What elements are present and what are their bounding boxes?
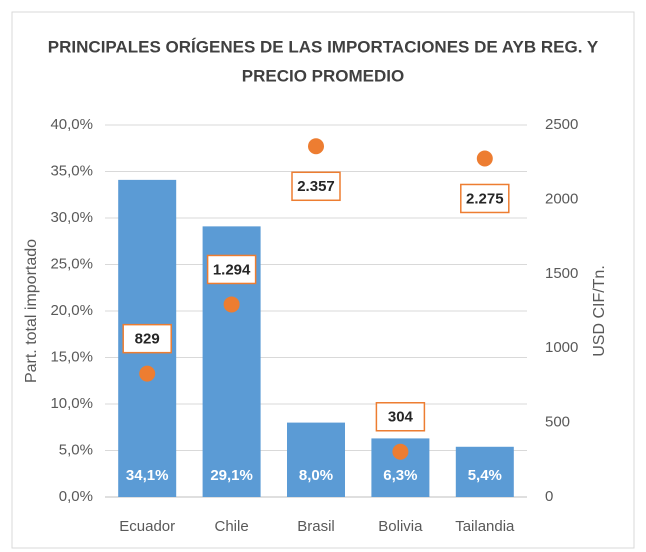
y-tick-label: 0,0% — [59, 488, 93, 505]
bar-value-label: 6,3% — [383, 467, 417, 484]
bar-value-label: 5,4% — [468, 467, 502, 484]
point-value-label: 829 — [135, 331, 160, 348]
y2-tick-label: 0 — [545, 488, 553, 505]
y2-tick-label: 500 — [545, 414, 570, 431]
value-label-box — [375, 402, 426, 432]
x-tick-label: Tailandia — [455, 518, 515, 535]
x-tick-label: Bolivia — [378, 518, 423, 535]
point — [476, 150, 493, 167]
y2-tick-label: 2000 — [545, 190, 578, 207]
bar-value-label: 34,1% — [126, 467, 169, 484]
point-value-label: 2.357 — [297, 178, 335, 195]
point-value-label: 2.275 — [466, 190, 504, 207]
value-label-box — [206, 254, 257, 285]
y-tick-label: 30,0% — [50, 209, 93, 226]
y-tick-label: 5,0% — [59, 441, 93, 458]
y-tick-label: 20,0% — [50, 302, 93, 319]
bar-value-label: 29,1% — [210, 467, 253, 484]
point — [139, 365, 156, 382]
y-tick-label: 25,0% — [50, 255, 93, 272]
point-value-label: 1.294 — [213, 261, 251, 278]
bar-value-label: 8,0% — [299, 467, 333, 484]
x-tick-label: Brasil — [297, 518, 335, 535]
point — [223, 296, 240, 313]
y-tick-label: 40,0% — [50, 116, 93, 133]
x-tick-label: Ecuador — [119, 518, 175, 535]
y-tick-label: 10,0% — [50, 395, 93, 412]
value-label-box — [122, 323, 172, 354]
chart-title: PRINCIPALES ORÍGENES DE LAS IMPORTACIONE… — [48, 37, 599, 56]
bar — [455, 446, 514, 497]
x-tick-label: Chile — [215, 518, 249, 535]
value-label-box — [291, 171, 341, 202]
point — [308, 138, 324, 155]
chart-title: PRECIO PROMEDIO — [242, 66, 404, 85]
y2-tick-label: 1000 — [545, 339, 578, 356]
y2-tick-label: 1500 — [545, 265, 578, 282]
y-axis-label: Part. total importado — [23, 239, 40, 383]
point — [392, 443, 409, 460]
y-tick-label: 15,0% — [50, 348, 93, 365]
bar — [287, 422, 345, 497]
y-tick-label: 35,0% — [50, 162, 93, 179]
point-value-label: 304 — [388, 409, 414, 426]
value-label-box — [460, 183, 510, 214]
y2-axis-label: USD CIF/Tn. — [591, 265, 608, 357]
y2-tick-label: 2500 — [545, 116, 578, 133]
